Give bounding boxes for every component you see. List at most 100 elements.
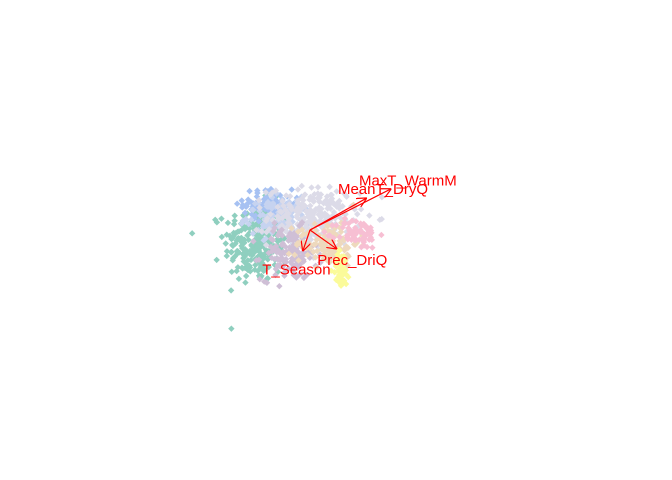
scatter-point-cluster-1 bbox=[239, 265, 246, 272]
scatter-point-cluster-5 bbox=[278, 241, 286, 249]
scatter-point-cluster-4 bbox=[330, 200, 337, 208]
scatter-point-cluster-4 bbox=[267, 191, 274, 198]
scatter-point-cluster-1 bbox=[235, 275, 243, 283]
scatter-point-cluster-7 bbox=[339, 224, 346, 231]
scatter-point-cluster-2 bbox=[248, 211, 256, 218]
scatter-point-cluster-4 bbox=[258, 228, 265, 235]
scatter-point-cluster-6 bbox=[310, 241, 318, 248]
scatter-point-cluster-6 bbox=[312, 254, 319, 261]
scatter-point-cluster-1 bbox=[260, 243, 267, 250]
scatter-point-cluster-5 bbox=[271, 255, 279, 263]
scatter-point-cluster-4 bbox=[340, 190, 348, 197]
scatter-points bbox=[188, 182, 386, 332]
scatter-point-cluster-6 bbox=[295, 257, 302, 264]
scatter-point-cluster-5 bbox=[281, 268, 289, 276]
scatter-point-cluster-7 bbox=[358, 222, 365, 229]
scatter-point-cluster-4 bbox=[328, 191, 335, 199]
scatter-point-cluster-4 bbox=[285, 215, 292, 222]
scatter-point-cluster-8 bbox=[337, 282, 345, 289]
arrow-label-maxt-warmm: MaxT_WarmM bbox=[359, 172, 457, 189]
scatter-point-cluster-1 bbox=[222, 240, 229, 247]
scatter-point-cluster-1 bbox=[234, 264, 242, 271]
scatter-point-cluster-5 bbox=[288, 266, 295, 273]
scatter-point-cluster-4 bbox=[308, 184, 315, 191]
scatter-point-cluster-1 bbox=[244, 232, 251, 239]
scatter-point-cluster-4 bbox=[294, 214, 301, 221]
scatter-point-cluster-4 bbox=[324, 205, 331, 212]
scatter-point-cluster-5 bbox=[285, 237, 292, 244]
scatter-point-cluster-6 bbox=[298, 232, 305, 240]
scatter-point-cluster-4 bbox=[326, 183, 333, 191]
scatter-point-cluster-1 bbox=[246, 250, 254, 258]
scatter-point-cluster-2 bbox=[239, 204, 246, 211]
scatter-point-cluster-5 bbox=[272, 271, 279, 279]
scatter-point-cluster-7 bbox=[325, 232, 332, 240]
scatter-point-cluster-4 bbox=[376, 216, 384, 224]
scatter-point-cluster-4 bbox=[308, 208, 315, 216]
scatter-point-cluster-3 bbox=[264, 202, 272, 210]
scatter-point-cluster-1 bbox=[240, 249, 248, 257]
scatter-point-cluster-7 bbox=[378, 231, 385, 239]
scatter-point-cluster-7 bbox=[344, 236, 351, 243]
scatter-point-cluster-4 bbox=[262, 241, 270, 249]
arrow-label-prec-driq: Prec_DriQ bbox=[317, 252, 387, 269]
scatter-point-cluster-6 bbox=[304, 251, 311, 259]
scatter-point-cluster-1 bbox=[234, 228, 241, 235]
scatter-point-cluster-6 bbox=[313, 264, 320, 271]
scatter-point-cluster-8 bbox=[343, 271, 350, 278]
scatter-point-cluster-5 bbox=[265, 249, 272, 257]
scatter-point-cluster-5 bbox=[256, 276, 263, 283]
scatter-point-cluster-7 bbox=[357, 227, 364, 234]
scatter-point-cluster-7 bbox=[333, 222, 340, 229]
scatter-point-cluster-4 bbox=[300, 192, 308, 199]
scatter-point-cluster-7 bbox=[341, 215, 349, 222]
scatter-point-cluster-7 bbox=[348, 236, 355, 244]
scatter-point-cluster-4 bbox=[294, 199, 302, 207]
scatter-point-cluster-4 bbox=[318, 205, 325, 213]
scatter-point-cluster-1 bbox=[240, 254, 247, 262]
scatter-point-cluster-1 bbox=[218, 215, 225, 222]
scatter-point-cluster-5 bbox=[278, 250, 285, 257]
scatter-point-cluster-4 bbox=[336, 205, 343, 212]
scatter-point-cluster-6 bbox=[321, 248, 328, 255]
scatter-point-cluster-4 bbox=[255, 196, 263, 204]
scatter-point-cluster-7 bbox=[345, 224, 352, 232]
scatter-point-cluster-4 bbox=[262, 189, 269, 196]
scatter-point-cluster-4 bbox=[316, 194, 323, 201]
scatter-point-cluster-2 bbox=[244, 200, 251, 207]
scatter-point-cluster-3 bbox=[264, 198, 272, 206]
scatter-point-cluster-5 bbox=[250, 238, 257, 245]
scatter-point-cluster-8 bbox=[338, 272, 346, 280]
scatter-point-cluster-4 bbox=[282, 192, 290, 199]
scatter-point-cluster-4 bbox=[354, 210, 361, 218]
scatter-point-cluster-1 bbox=[242, 272, 250, 280]
scatter-point-cluster-4 bbox=[269, 217, 276, 224]
scatter-point-cluster-1 bbox=[255, 242, 263, 250]
scatter-point-cluster-6 bbox=[326, 258, 333, 266]
scatter-point-cluster-1 bbox=[231, 217, 238, 225]
scatter-point-cluster-1 bbox=[224, 219, 232, 227]
scatter-point-cluster-4 bbox=[316, 210, 323, 217]
scatter-point-cluster-7 bbox=[348, 230, 355, 238]
scatter-point-cluster-1 bbox=[244, 224, 251, 231]
arrow-meant-dryq bbox=[309, 198, 366, 231]
arrow-label-meant-dryq: MeanT_DryQ bbox=[338, 181, 428, 198]
scatter-point-cluster-1 bbox=[229, 255, 237, 262]
scatter-point-cluster-1 bbox=[265, 263, 273, 271]
scatter-point-cluster-4 bbox=[333, 188, 340, 195]
scatter-point-cluster-4 bbox=[316, 217, 324, 225]
scatter-point-cluster-1 bbox=[254, 234, 262, 242]
scatter-point-cluster-1 bbox=[246, 262, 253, 269]
scatter-point-cluster-5 bbox=[291, 229, 298, 237]
scatter-point-cluster-1 bbox=[231, 212, 238, 219]
scatter-point-cluster-5 bbox=[290, 241, 297, 249]
scatter-point-cluster-5 bbox=[272, 242, 280, 250]
scatter-point-cluster-1 bbox=[254, 267, 262, 275]
scatter-point-cluster-1 bbox=[245, 236, 252, 244]
arrow-t-season bbox=[303, 229, 310, 250]
scatter-point-cluster-1 bbox=[240, 258, 247, 265]
scatter-point-cluster-4 bbox=[262, 217, 270, 225]
scatter-point-cluster-7 bbox=[369, 244, 376, 251]
scatter-point-cluster-4 bbox=[274, 213, 281, 220]
